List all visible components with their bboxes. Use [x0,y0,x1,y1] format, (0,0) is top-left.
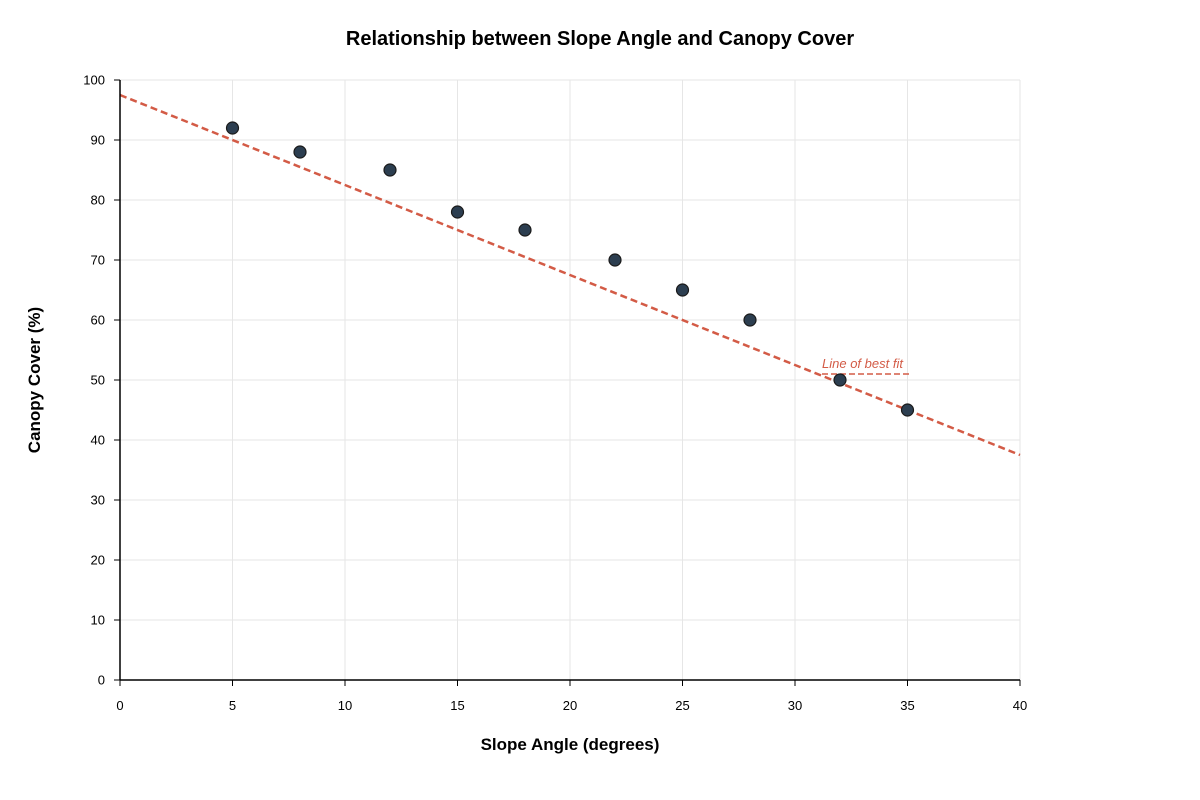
data-point [225,121,240,135]
data-point [675,283,690,297]
y-tick-label: 20 [91,553,105,568]
grid [119,79,1021,681]
axes: 0 5 10 15 20 25 30 35 40 0 10 20 30 40 50 60 70 80 90 100 [83,73,1027,714]
data-point [900,403,915,417]
data-points [225,121,915,417]
x-tick-label: 20 [563,698,577,713]
y-tick-label: 40 [91,433,105,448]
best-fit-label: Line of best fit [822,356,904,371]
x-tick-label: 5 [229,698,236,713]
y-tick-label: 50 [91,373,105,388]
data-point [518,223,532,237]
y-tick-label: 100 [83,73,105,88]
fit-line-group: Line of best fit [119,93,1021,457]
y-tick-label: 60 [91,313,105,328]
x-tick-label: 25 [675,698,689,713]
data-point [743,313,757,327]
x-tick-label: 0 [116,698,123,713]
x-tick-label: 15 [450,698,464,713]
y-tick-label: 10 [91,613,105,628]
chart-title: Relationship between Slope Angle and Can… [346,28,854,50]
y-tick-label: 80 [91,193,105,208]
y-tick-label: 90 [91,133,105,148]
y-tick-label: 70 [91,253,105,268]
y-tick-label: 0 [98,673,105,688]
x-tick-label: 30 [788,698,802,713]
data-point [833,373,847,387]
x-tick-label: 35 [900,698,914,713]
x-tick-label: 10 [338,698,352,713]
x-axis-label: Slope Angle (degrees) [481,735,660,754]
data-point [608,253,622,267]
x-tick-label: 40 [1013,698,1027,713]
y-axis-label: Canopy Cover (%) [25,307,44,453]
data-point [383,163,397,177]
best-fit-line [119,93,1021,457]
data-point [293,145,307,159]
data-point [450,205,465,219]
y-tick-label: 30 [91,493,105,508]
